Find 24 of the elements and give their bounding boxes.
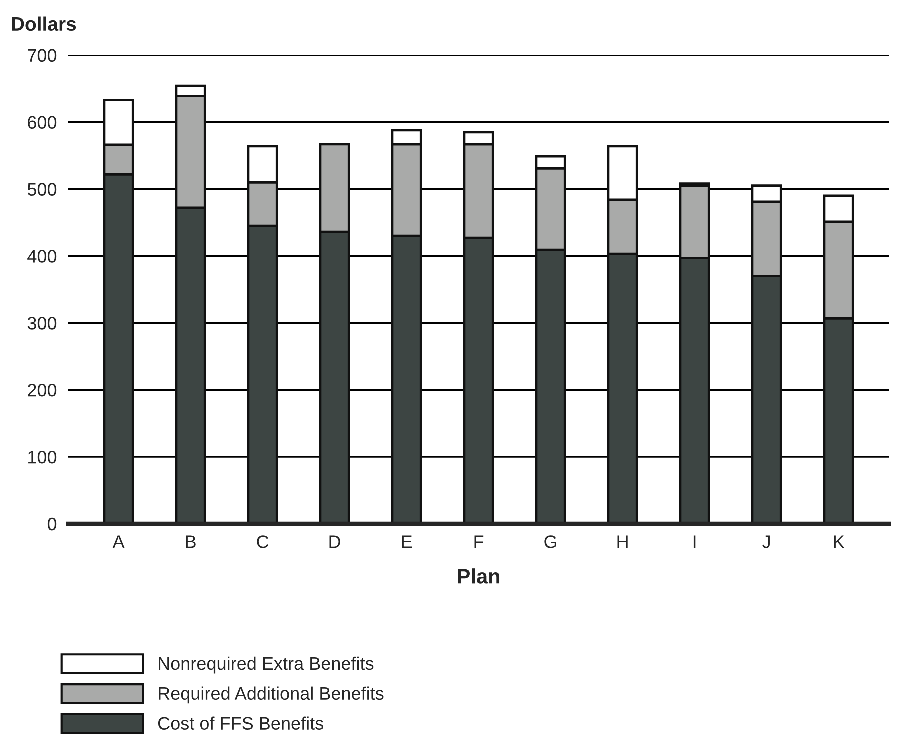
y-axis-title: Dollars — [12, 16, 76, 32]
x-tick-label: E — [402, 536, 412, 548]
y-tick-label: 200 — [28, 384, 57, 397]
y-tick-label: 500 — [28, 183, 57, 196]
y-tick-label: 100 — [28, 450, 57, 464]
x-tick-label: D — [330, 536, 340, 548]
x-axis-title: Plan — [458, 568, 500, 584]
y-tick-label: 400 — [28, 250, 57, 263]
y-tick-label: 300 — [28, 317, 57, 330]
x-tick-label: F — [474, 536, 484, 548]
y-tick-label: 0 — [48, 518, 57, 531]
y-tick-label: 600 — [28, 116, 57, 130]
legend-label: Cost of FFS Benefits — [158, 716, 324, 730]
legend-label: Nonrequired Extra Benefits — [159, 656, 374, 674]
x-tick-label: A — [112, 536, 125, 548]
x-tick-label: I — [694, 536, 696, 548]
legend-label: Required Additional Benefits — [159, 686, 384, 704]
x-tick-label: G — [544, 536, 556, 548]
x-tick-label: J — [762, 536, 770, 548]
y-tick-label: 700 — [28, 49, 57, 62]
x-tick-label: B — [186, 536, 196, 548]
x-tick-label: K — [834, 536, 845, 548]
x-tick-label: C — [257, 536, 269, 548]
x-tick-label: H — [618, 536, 628, 548]
